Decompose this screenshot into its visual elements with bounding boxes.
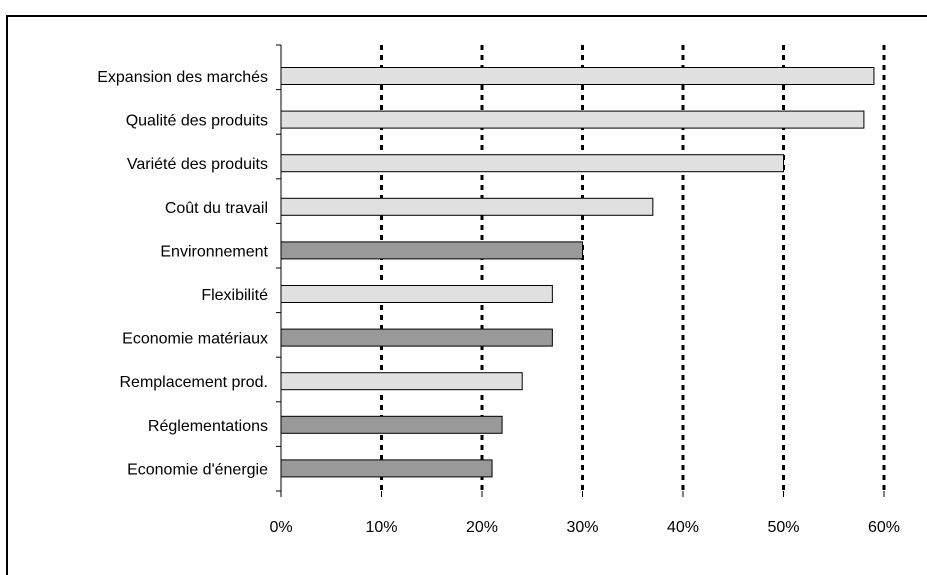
bar-6 [280, 328, 553, 347]
category-label-0: Expansion des marchés [97, 69, 268, 86]
x-tick-labels: 0% 10% 20% 30% 40% 50% 60% [269, 519, 900, 536]
category-label-8: Réglementations [148, 418, 268, 435]
category-label-2: Variété des produits [127, 156, 268, 173]
category-label-5: Flexibilité [201, 287, 268, 304]
category-label-1: Qualité des produits [126, 113, 268, 130]
x-tick-label-2: 20% [466, 519, 498, 536]
bar-5 [280, 285, 553, 303]
axes [276, 44, 885, 497]
x-tick-label-1: 10% [365, 519, 397, 536]
category-label-3: Coût du travail [165, 200, 268, 217]
x-tick-label-4: 40% [667, 519, 699, 536]
category-label-6: Economie matériaux [122, 331, 268, 348]
category-labels: Expansion des marchés Qualité des produit… [97, 69, 268, 478]
x-tick-label-3: 30% [566, 519, 598, 536]
x-tick-label-5: 50% [767, 519, 799, 536]
category-label-7: Remplacement prod. [119, 374, 268, 391]
bar-4 [280, 241, 583, 260]
bar-chart: Expansion des marchés Qualité des produit… [97, 44, 900, 536]
bar-9 [280, 459, 493, 478]
bar-3 [280, 197, 654, 216]
x-tick-label-6: 60% [868, 519, 900, 536]
bar-1 [280, 110, 865, 129]
category-label-9: Economie d'énergie [127, 461, 268, 478]
bars [280, 67, 875, 478]
bar-0 [280, 67, 875, 85]
category-label-4: Environnement [160, 243, 268, 260]
bar-2 [280, 154, 784, 173]
x-tick-label-0: 0% [269, 519, 292, 536]
bar-7 [280, 372, 523, 391]
bar-8 [280, 415, 503, 434]
chart-frame [6, 15, 927, 575]
